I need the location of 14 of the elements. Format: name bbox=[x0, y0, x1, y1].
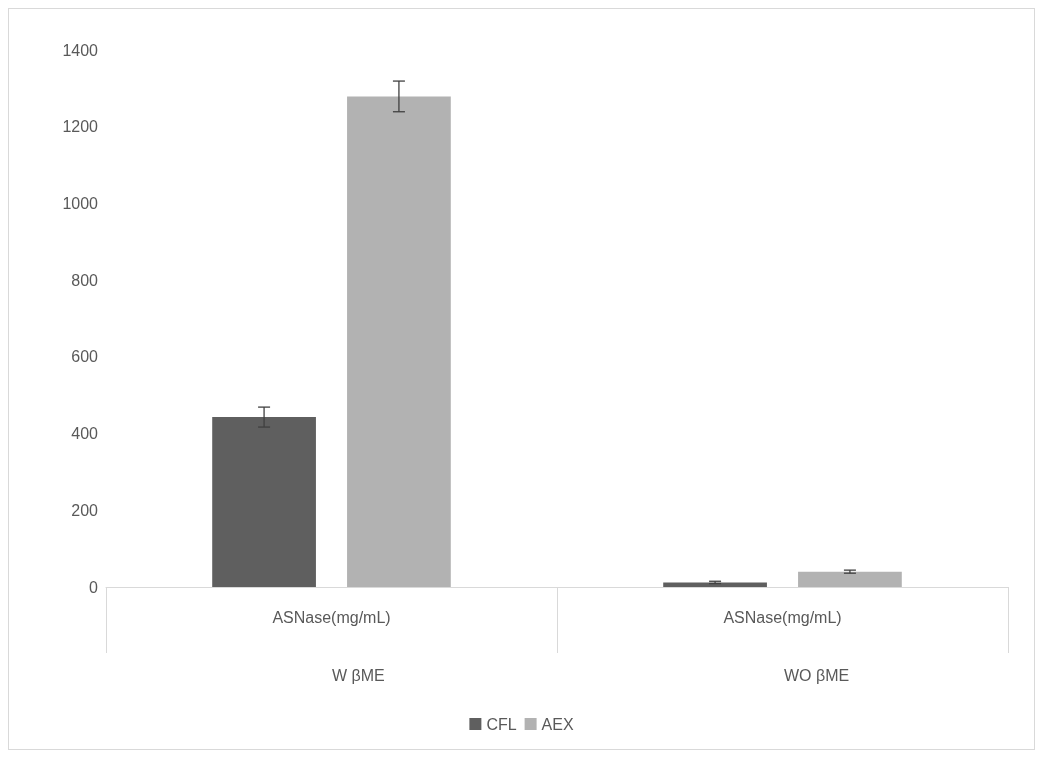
text: WO βME bbox=[784, 666, 850, 684]
y-tick-label: 1200 bbox=[62, 118, 99, 136]
x-tick-label: ASNase(mg/mL) bbox=[272, 608, 391, 626]
x-tick-label: ASNase(mg/mL) bbox=[723, 608, 842, 626]
y-tick-label: 600 bbox=[71, 348, 99, 366]
y-tick-label: 0 bbox=[89, 578, 99, 596]
legend-label: AEX bbox=[541, 715, 574, 733]
y-tick-label: 1400 bbox=[62, 41, 99, 59]
text: W βME bbox=[332, 666, 385, 684]
y-tick-label: 200 bbox=[71, 501, 99, 519]
legend-label: CFL bbox=[486, 715, 517, 733]
y-tick-label: 1000 bbox=[62, 194, 99, 212]
y-tick-label: 400 bbox=[71, 425, 99, 443]
y-tick-label: 800 bbox=[71, 271, 99, 289]
